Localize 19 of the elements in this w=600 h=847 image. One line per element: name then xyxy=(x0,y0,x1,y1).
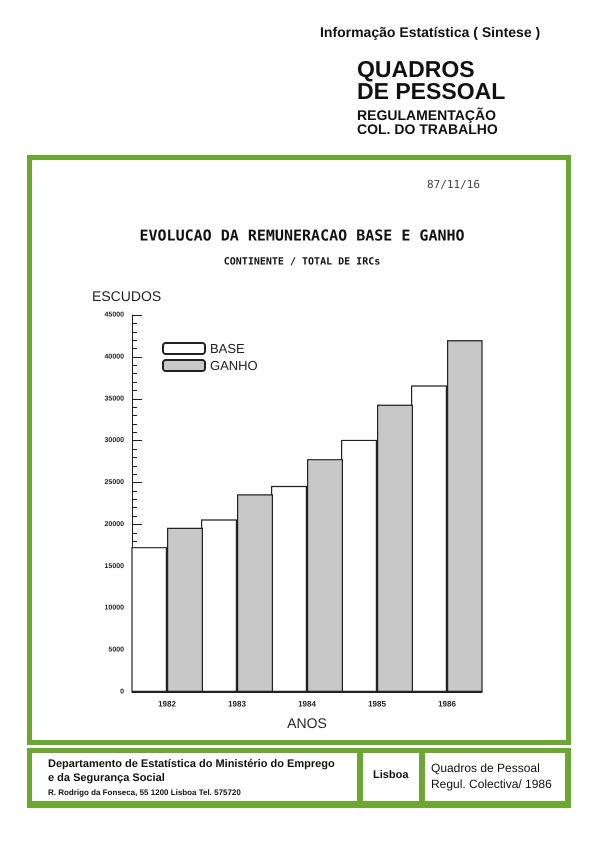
x-tick-label: 1984 xyxy=(298,700,316,708)
legend-label: GANHO xyxy=(210,358,258,373)
x-tick-label: 1985 xyxy=(368,700,386,708)
text: R. Rodrigo da Fonseca, 55 1200 Lisboa Tel. 575720 xyxy=(48,788,241,797)
chart-title: EVOLUCAO DA REMUNERACAO BASE E GANHO xyxy=(139,226,465,244)
legend-label: BASE xyxy=(210,341,246,356)
text: Informação Estatística ( Sintese ) xyxy=(320,24,540,40)
text: 87/11/16 xyxy=(427,178,480,191)
x-tick-label: 1982 xyxy=(158,700,176,708)
x-tick-label: 1983 xyxy=(228,700,246,708)
text: Lisboa xyxy=(373,769,408,781)
x-axis-title: ANOS xyxy=(287,715,327,731)
y-axis-title: ESCUDOS xyxy=(92,288,162,304)
text: Departamento de Estatística do Ministério do Emprego e da Segurança Social xyxy=(48,757,335,785)
text: QUADROS DE PESSOAL xyxy=(357,56,506,104)
text: REGULAMENTAÇÃO COL. DO TRABALHO xyxy=(357,107,498,137)
text: Quadros de Pessoal Regul. Colectiva/ 1986 xyxy=(431,760,552,792)
chart-subtitle: CONTINENTE / TOTAL DE IRCs xyxy=(224,256,380,268)
x-tick-label: 1986 xyxy=(438,700,456,708)
